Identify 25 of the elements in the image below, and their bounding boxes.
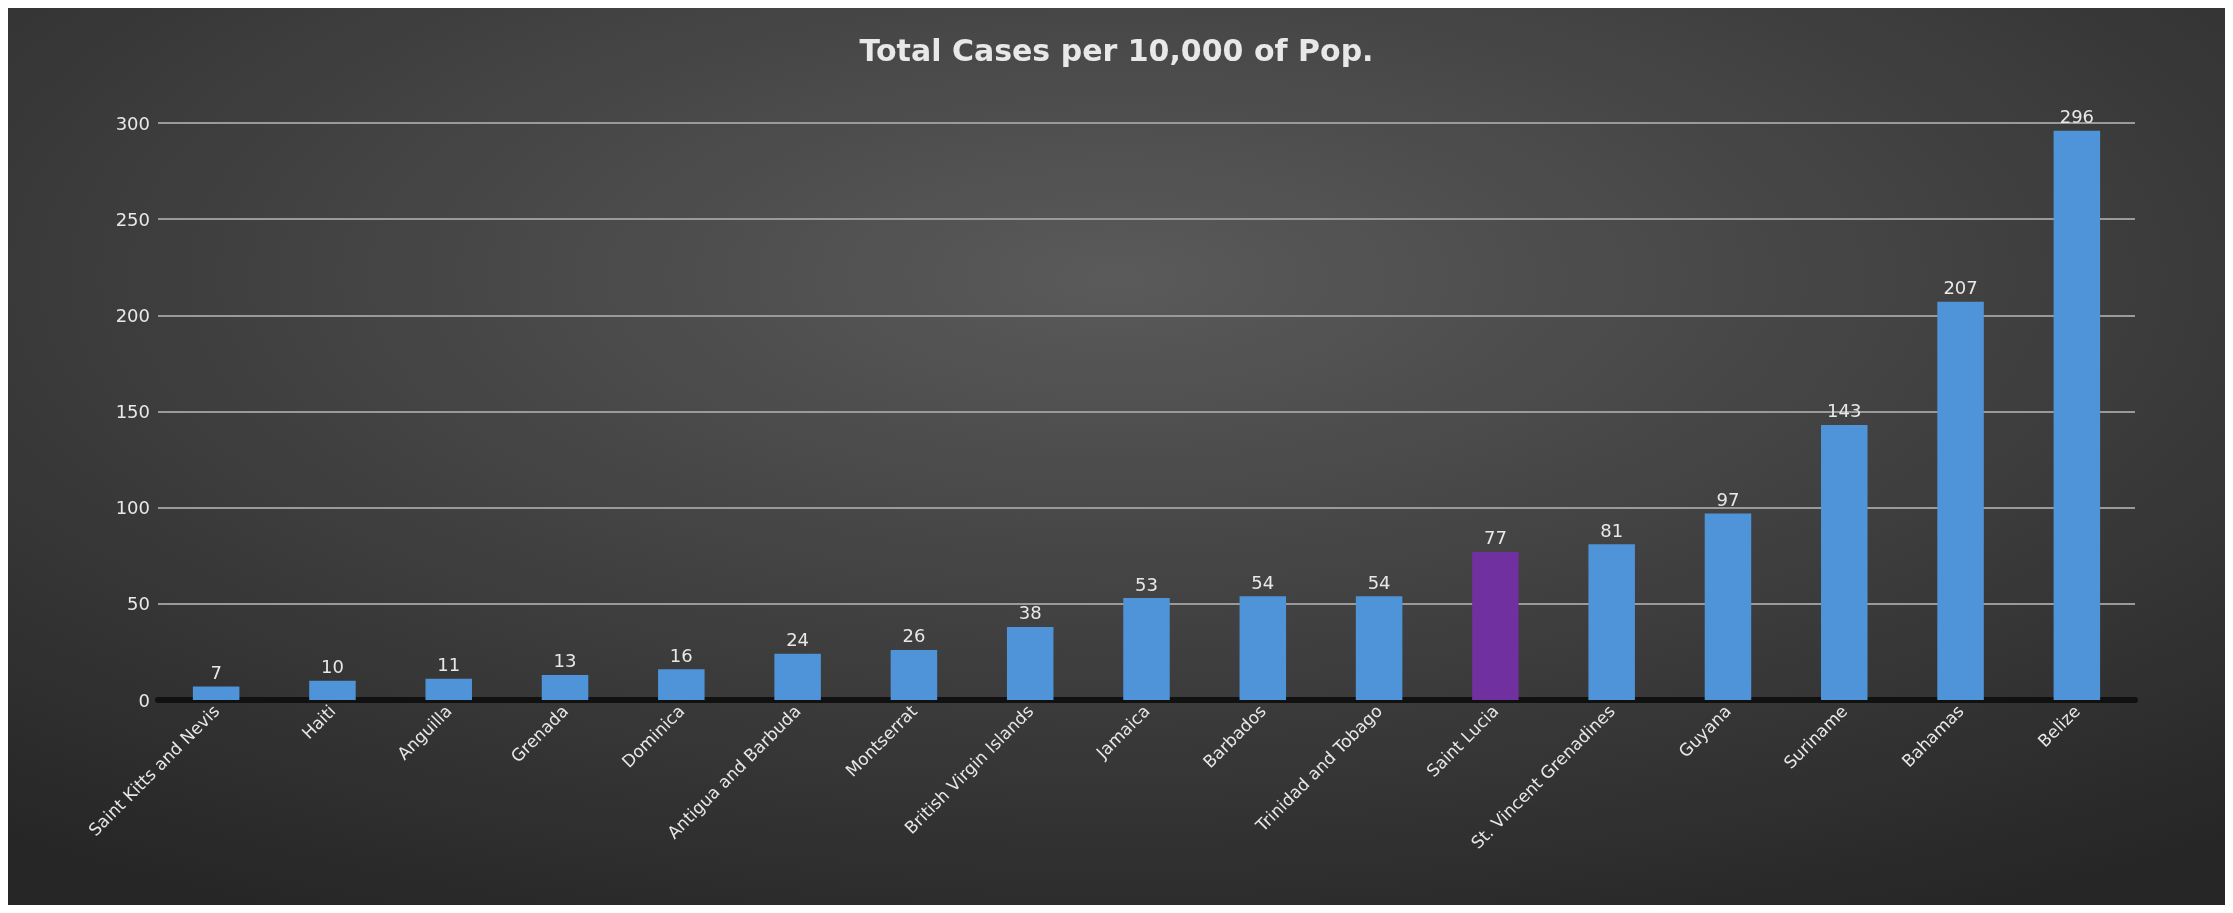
data-label: 77 [1483,527,1507,549]
data-label: 81 [1600,519,1624,541]
y-tick-label: 200 [115,304,150,326]
data-label: 10 [320,656,344,678]
data-label: 53 [1135,573,1158,595]
data-label: 7 [210,662,222,684]
y-tick-label: 250 [115,208,150,230]
data-label: 38 [1018,602,1042,624]
data-label: 11 [437,654,461,676]
y-tick-label: 150 [115,401,150,422]
data-label: 97 [1716,488,1740,510]
data-label: 54 [1251,571,1275,593]
data-label: 296 [2059,106,2095,128]
y-tick-label: 0 [138,689,150,711]
y-tick-label: 50 [127,593,150,615]
y-tick-label: 300 [115,112,150,134]
data-label: 24 [786,629,810,651]
data-label: 16 [669,644,693,666]
data-label: 207 [1943,277,1978,299]
data-label: 143 [1827,400,1862,422]
data-label: 26 [902,625,926,647]
y-tick-label: 100 [115,497,150,519]
chart-title: Total Cases per 10,000 of Pop. [859,32,1374,68]
data-label: 54 [1367,571,1391,593]
data-label: 13 [553,650,577,672]
